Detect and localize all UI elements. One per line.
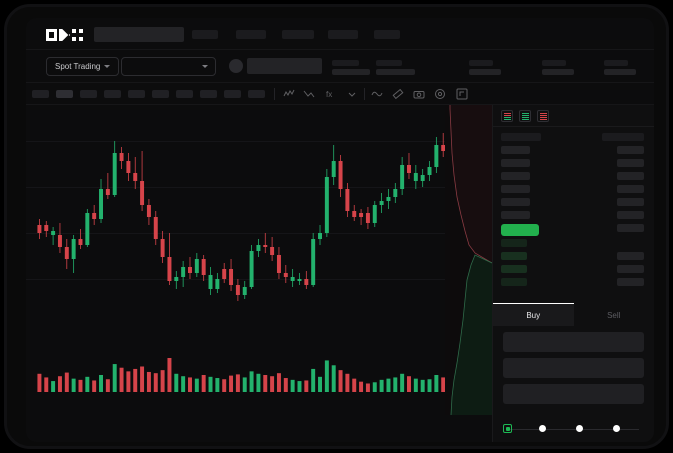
candlestick-series xyxy=(37,133,473,301)
timeframe-chip-3[interactable] xyxy=(80,90,97,98)
orderbook-ask-row[interactable] xyxy=(493,198,654,211)
orderbook-bid-row[interactable] xyxy=(493,265,654,278)
market-type-dropdown[interactable]: Spot Trading xyxy=(46,57,120,76)
timeframe-chip-10[interactable] xyxy=(248,90,265,98)
orderbook-both-icon[interactable] xyxy=(501,110,513,122)
timeframe-chip-6[interactable] xyxy=(152,90,169,98)
order-sidebar: Buy Sell xyxy=(492,105,654,442)
trading-pair-select[interactable] xyxy=(121,57,216,76)
toolbar-divider xyxy=(364,88,365,100)
orderbook-asks-icon[interactable] xyxy=(537,110,549,122)
order-stepper xyxy=(503,424,644,434)
pair-name-placeholder xyxy=(247,58,322,74)
nav-item-4[interactable] xyxy=(328,30,358,39)
nav-item-2[interactable] xyxy=(236,30,266,39)
timeframe-chip-9[interactable] xyxy=(224,90,241,98)
stepper-dot-1[interactable] xyxy=(503,424,512,433)
orderbook-ask-row[interactable] xyxy=(493,146,654,159)
orderbook-bids-icon[interactable] xyxy=(519,110,531,122)
search-input[interactable] xyxy=(94,27,184,42)
tab-buy[interactable]: Buy xyxy=(493,303,574,326)
stat-low xyxy=(542,60,574,75)
orderbook-bid-row[interactable] xyxy=(493,278,654,291)
chart-toolbar: fx xyxy=(26,83,654,105)
orderbook-ask-row[interactable] xyxy=(493,185,654,198)
main-area: Buy Sell xyxy=(26,105,654,442)
nav-item-1[interactable] xyxy=(192,30,218,39)
market-type-label: Spot Trading xyxy=(55,62,101,71)
chevron-down-icon xyxy=(202,65,208,68)
orderbook-column-header xyxy=(493,133,654,146)
chart-column xyxy=(26,105,492,442)
timeframe-chip-7[interactable] xyxy=(176,90,193,98)
pair-coin-icon xyxy=(229,59,243,73)
app-screen: Spot Trading xyxy=(26,18,654,442)
nav-item-3[interactable] xyxy=(282,30,314,39)
stat-change xyxy=(376,60,415,75)
stepper-dot-4[interactable] xyxy=(613,425,620,432)
line-chart-icon[interactable] xyxy=(283,88,295,100)
orderbook-ask-row[interactable] xyxy=(493,172,654,185)
toolbar-divider xyxy=(274,88,275,100)
fullscreen-icon[interactable] xyxy=(456,88,468,100)
timeframe-chip-5[interactable] xyxy=(128,90,145,98)
orderbook-rows[interactable] xyxy=(493,127,654,297)
orderbook-bid-row[interactable] xyxy=(493,239,654,252)
chevron-down-icon[interactable] xyxy=(346,88,358,100)
timeframe-chip-4[interactable] xyxy=(104,90,121,98)
wave-icon[interactable] xyxy=(371,88,383,100)
amount-field[interactable] xyxy=(503,358,644,378)
indicator-icon[interactable]: fx xyxy=(325,88,337,100)
stepper-dot-3[interactable] xyxy=(576,425,583,432)
price-chart[interactable] xyxy=(26,105,492,319)
total-field[interactable] xyxy=(503,384,644,404)
stat-high xyxy=(469,60,501,75)
settings-icon[interactable] xyxy=(434,88,446,100)
timeframe-chip-1[interactable] xyxy=(32,90,49,98)
stepper-dot-2[interactable] xyxy=(539,425,546,432)
ruler-icon[interactable] xyxy=(392,88,404,100)
volume-series xyxy=(37,358,473,392)
orderbook-header xyxy=(493,105,654,127)
orderbook-bid-row[interactable] xyxy=(493,252,654,265)
orderbook-ask-row[interactable] xyxy=(493,211,654,224)
trendline-icon[interactable] xyxy=(303,88,315,100)
buy-sell-tabs: Buy Sell xyxy=(493,303,654,326)
orderbook-spread-row[interactable] xyxy=(493,224,654,239)
volume-chart xyxy=(26,319,492,414)
price-field[interactable] xyxy=(503,332,644,352)
stat-volume xyxy=(604,60,636,75)
okx-logo[interactable] xyxy=(46,29,86,41)
stat-last-price xyxy=(332,60,370,75)
stepper-track xyxy=(508,428,639,430)
app-header xyxy=(26,18,654,50)
market-subheader: Spot Trading xyxy=(26,50,654,83)
timeframe-chip-8[interactable] xyxy=(200,90,217,98)
device-frame: Spot Trading xyxy=(4,4,669,449)
svg-text:fx: fx xyxy=(326,90,332,99)
camera-icon[interactable] xyxy=(413,88,425,100)
timeframe-chip-2[interactable] xyxy=(56,90,73,98)
chevron-down-icon xyxy=(104,65,111,68)
tab-sell[interactable]: Sell xyxy=(607,311,621,320)
orderbook-ask-row[interactable] xyxy=(493,159,654,172)
nav-item-5[interactable] xyxy=(374,30,400,39)
